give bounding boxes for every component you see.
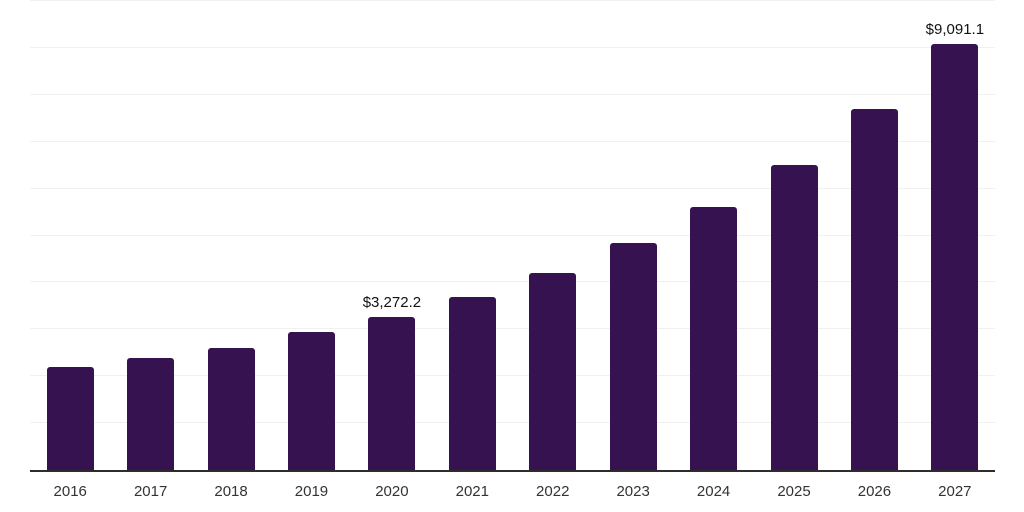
x-tick-label-2020: 2020 [375,483,409,500]
bar-2024[interactable] [690,207,738,470]
bar-cell-2025 [754,1,834,470]
x-tick-label-2023: 2023 [616,483,650,500]
x-axis-line [30,470,995,472]
x-tick-label-2017: 2017 [133,483,168,500]
bar-2016[interactable] [46,366,94,470]
gridline-6000 [30,187,995,189]
bar-2027[interactable] [931,43,979,470]
x-tick-label-2018: 2018 [214,483,248,500]
x-tick-label-2025: 2025 [777,483,811,500]
gridline-2000 [30,375,995,377]
bar-2022[interactable] [529,272,577,470]
x-tick-label-2027: 2027 [938,483,972,500]
bar-2017[interactable] [127,358,175,470]
bar-cell-2023 [593,1,673,470]
bar-cell-2018 [191,1,271,470]
data-label-2020: $3,272.2 [362,294,422,312]
bar-2023[interactable] [609,243,657,470]
gridline-3000 [30,328,995,330]
bar-cell-2027: $9,091.1 [915,1,995,470]
gridline-1000 [30,422,995,424]
bar-series: $3,272.2 $9,091.1 [30,1,995,470]
x-tick-label-2019: 2019 [294,483,329,500]
bar-2019[interactable] [287,332,335,470]
gridline-4000 [30,281,995,283]
bar-2021[interactable] [448,297,496,470]
bar-cell-2016 [30,1,110,470]
bar-cell-2026 [834,1,914,470]
bar-cell-2021 [432,1,512,470]
bar-cell-2022 [513,1,593,470]
x-tick-label-2016: 2016 [53,483,87,500]
gridline-7000 [30,140,995,142]
bar-cell-2017 [110,1,190,470]
x-tick-label-2026: 2026 [857,483,892,500]
data-label-2027: $9,091.1 [925,21,985,39]
x-tick-label-2021: 2021 [455,483,489,500]
bar-cell-2020: $3,272.2 [352,1,432,470]
bar-2020[interactable] [368,316,416,470]
bar-2025[interactable] [770,164,818,470]
x-tick-label-2022: 2022 [536,483,570,500]
gridline-5000 [30,234,995,236]
x-tick-label-2024: 2024 [696,483,731,500]
plot-area: $3,272.2 $9,091.1 [30,0,995,470]
bar-cell-2024 [673,1,753,470]
gridline-9000 [30,46,995,48]
bar-2018[interactable] [207,347,255,470]
x-axis-labels: 2016 2017 2018 2019 2020 2021 2022 2023 2024 2025… [30,483,995,501]
gridline-10000 [30,0,995,1]
bar-2026[interactable] [850,109,898,470]
bar-cell-2019 [271,1,351,470]
gridline-8000 [30,93,995,95]
